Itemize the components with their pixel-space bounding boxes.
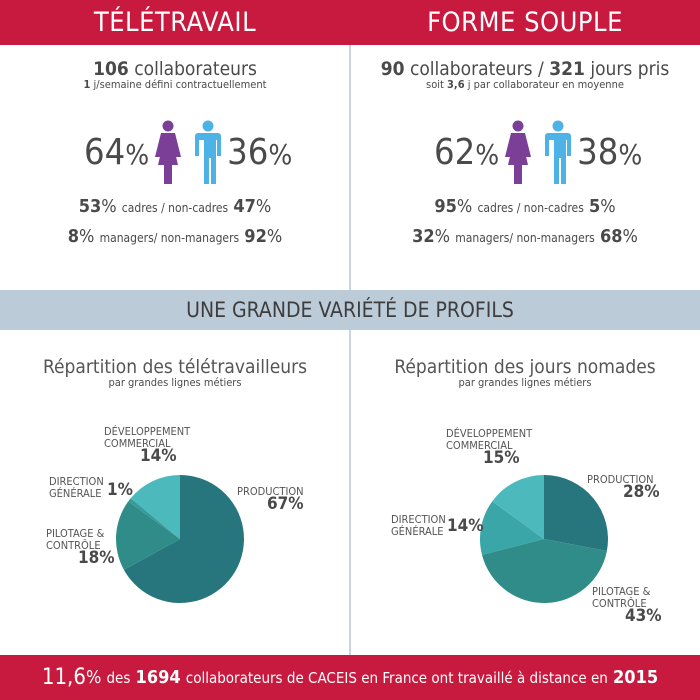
pie-slice-pilotage-contr-le — [116, 501, 180, 570]
pie-value: 14% — [447, 516, 484, 536]
pie-label: PILOTAGE & CONTRÔLE 43% — [592, 585, 662, 626]
footer: 11,6% des 1694 collaborateurs de CACEIS … — [0, 655, 700, 700]
managers-stat: 8% managers/ non-managers 92% — [67, 226, 283, 247]
cadres-stat: 95% cadres / non-cadres 5% — [434, 196, 616, 217]
days-per-week: 1 — [83, 78, 91, 91]
pie-title-left: Répartition des télétravailleurs par gran… — [42, 356, 308, 389]
pie-label: DÉVELOPPEMENT COMMERCIAL 14% — [104, 425, 191, 466]
days-per-week-label: j/semaine défini contractuellement — [93, 78, 267, 91]
pie-slice-production — [544, 475, 609, 551]
gender-split: 62% 38% — [434, 120, 642, 184]
man-icon — [195, 120, 222, 184]
man-icon — [545, 120, 572, 184]
profiles-band: UNE GRANDE VARIÉTÉ DE PROFILS — [0, 290, 700, 330]
pie-value: 1% — [107, 480, 133, 500]
women-pct: 64 — [84, 131, 126, 173]
pie-label: PILOTAGE & CONTRÔLE 18% — [46, 527, 115, 568]
women-pct: 62 — [434, 131, 476, 173]
pie-label: PRODUCTION 67% — [237, 485, 304, 514]
pie-label: PRODUCTION 28% — [587, 473, 660, 502]
woman-icon — [505, 120, 532, 184]
divider — [349, 45, 351, 290]
men-pct: 36 — [227, 131, 269, 173]
pie-label: DIRECTION GÉNÉRALE — [49, 475, 104, 500]
collaborators-count: 106 — [93, 58, 129, 80]
pie-slice-production — [123, 475, 244, 604]
pie-label: DIRECTION GÉNÉRALE — [391, 513, 446, 538]
divider — [349, 330, 351, 655]
collaborators-label: collaborateurs — [134, 58, 257, 80]
pie-slice-direction-g-n-rale — [480, 501, 544, 555]
teletravail-summary: 106 collaborateurs 1 j/semaine défini co… — [0, 58, 350, 91]
forme-souple-title: FORME SOUPLE — [427, 7, 623, 38]
forme-souple-header: FORME SOUPLE — [350, 0, 700, 45]
forme-souple-summary: 90 collaborateurs / 321 jours pris soit … — [380, 58, 670, 91]
pie-slice-d-veloppement-commercial — [492, 475, 544, 539]
cadres-stat: 53% cadres / non-cadres 47% — [78, 196, 272, 217]
band-title: UNE GRANDE VARIÉTÉ DE PROFILS — [186, 298, 514, 322]
pie-label: DÉVELOPPEMENT COMMERCIAL 15% — [446, 427, 533, 468]
men-pct: 38 — [577, 131, 619, 173]
pie-slice-pilotage-contr-le — [482, 539, 607, 604]
woman-icon — [155, 120, 182, 184]
teletravail-header: TÉLÉTRAVAIL — [0, 0, 350, 45]
managers-stat: 32% managers/ non-managers 68% — [412, 226, 638, 247]
pie-slice-direction-g-n-rale — [128, 498, 180, 539]
teletravail-title: TÉLÉTRAVAIL — [93, 7, 257, 38]
pie-slice-d-veloppement-commercial — [130, 475, 180, 539]
pie-title-right: Répartition des jours nomades par grandes… — [394, 356, 656, 389]
gender-split: 64% 36% — [84, 120, 292, 184]
